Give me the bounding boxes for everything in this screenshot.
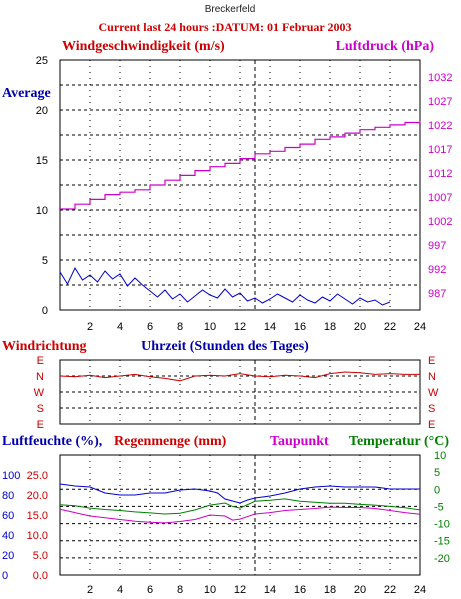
- humidity-tick-label: 60: [2, 510, 14, 522]
- wind-tick-label: 20: [36, 105, 48, 117]
- x-tick-label: 24: [414, 584, 426, 596]
- wind-tick-label: 25: [36, 55, 48, 67]
- chart-panels: 0510152025987992997100210071012101710221…: [2, 55, 452, 596]
- x-tick-label: 4: [117, 584, 123, 596]
- x-tick-label: 12: [234, 584, 246, 596]
- direction-label-right: S: [428, 403, 435, 415]
- temperature-tick-label: -20: [434, 553, 450, 565]
- temperature-tick-label: -15: [434, 536, 450, 548]
- wind-speed-line: [59, 266, 391, 306]
- temperature-tick-label: 0: [434, 484, 440, 496]
- pressure-tick-label: 1007: [428, 192, 452, 204]
- direction-label-right: E: [428, 419, 435, 431]
- x-tick-label: 4: [117, 321, 123, 333]
- time-axis-label: Uhrzeit (Stunden des Tages): [141, 339, 309, 354]
- direction-label-left: E: [37, 355, 44, 367]
- rain-tick-label: 20.0: [27, 490, 48, 502]
- temperature-axis-label: Temperatur (°C): [349, 434, 449, 449]
- direction-label-left: S: [37, 403, 44, 415]
- humidity-tick-label: 20: [2, 550, 14, 562]
- x-tick-label: 14: [264, 584, 276, 596]
- temperature-line: [59, 498, 421, 515]
- x-tick-label: 20: [354, 321, 366, 333]
- humidity-tick-label: 100: [2, 470, 20, 482]
- x-tick-label: 8: [177, 321, 183, 333]
- temperature-tick-label: -10: [434, 519, 450, 531]
- rain-tick-label: 10.0: [27, 530, 48, 542]
- x-tick-label: 14: [264, 321, 276, 333]
- x-tick-label: 24: [414, 321, 426, 333]
- x-tick-label: 22: [384, 584, 396, 596]
- dewpoint-line: [59, 506, 421, 524]
- pressure-tick-label: 1012: [428, 168, 452, 180]
- humidity-tick-label: 40: [2, 530, 14, 542]
- direction-label-left: W: [34, 387, 45, 399]
- x-tick-label: 2: [87, 584, 93, 596]
- wind-tick-label: 15: [36, 155, 48, 167]
- x-tick-label: 16: [294, 584, 306, 596]
- pressure-tick-label: 1027: [428, 96, 452, 108]
- humidity-axis-label: Luftfeuchte (%),: [2, 434, 102, 449]
- direction-label-right: W: [428, 387, 439, 399]
- pressure-tick-label: 1032: [428, 72, 452, 84]
- humidity-tick-label: 0: [2, 570, 8, 582]
- x-tick-label: 10: [204, 321, 216, 333]
- rain-tick-label: 5.0: [33, 550, 48, 562]
- station-name: Breckerfeld: [205, 4, 256, 15]
- x-tick-label: 6: [147, 584, 153, 596]
- direction-label-right: N: [428, 371, 436, 383]
- pressure-tick-label: 992: [428, 264, 446, 276]
- pressure-tick-label: 1022: [428, 120, 452, 132]
- rain-tick-label: 15.0: [27, 510, 48, 522]
- x-tick-label: 2: [87, 321, 93, 333]
- pressure-tick-label: 1002: [428, 216, 452, 228]
- x-tick-label: 18: [324, 321, 336, 333]
- humidity-tick-label: 80: [2, 490, 14, 502]
- wind-tick-label: 10: [36, 205, 48, 217]
- pressure-tick-label: 997: [428, 240, 446, 252]
- rain-tick-label: 0.0: [33, 570, 48, 582]
- wind-axis-label: Windgeschwindigkeit (m/s): [62, 39, 225, 54]
- wind-tick-label: 0: [42, 305, 48, 317]
- direction-label-left: E: [37, 419, 44, 431]
- temperature-tick-label: -5: [434, 501, 444, 513]
- pressure-tick-label: 1017: [428, 144, 452, 156]
- chart-header: Current last 24 hours :DATUM: 01 Februar…: [99, 20, 352, 34]
- wind-direction-line: [59, 371, 420, 382]
- direction-title: Windrichtung: [2, 339, 87, 354]
- x-tick-label: 8: [177, 584, 183, 596]
- pressure-line: [60, 121, 421, 210]
- x-tick-label: 16: [294, 321, 306, 333]
- pressure-axis-label: Luftdruck (hPa): [336, 39, 435, 54]
- direction-label-right: E: [428, 355, 435, 367]
- pressure-tick-label: 987: [428, 288, 446, 300]
- dewpoint-label: Taupunkt: [270, 434, 329, 449]
- temperature-tick-label: 5: [434, 467, 440, 479]
- humidity-line: [59, 483, 420, 504]
- x-tick-label: 22: [384, 321, 396, 333]
- x-tick-label: 18: [324, 584, 336, 596]
- wind-tick-label: 5: [42, 255, 48, 267]
- direction-label-left: N: [36, 371, 44, 383]
- rain-tick-label: 25.0: [27, 470, 48, 482]
- x-tick-label: 10: [204, 584, 216, 596]
- x-tick-label: 6: [147, 321, 153, 333]
- average-label: Average: [2, 86, 51, 101]
- x-tick-label: 20: [354, 584, 366, 596]
- x-tick-label: 12: [234, 321, 246, 333]
- rain-axis-label: Regenmenge (mm): [114, 434, 227, 449]
- temperature-tick-label: 10: [434, 450, 446, 462]
